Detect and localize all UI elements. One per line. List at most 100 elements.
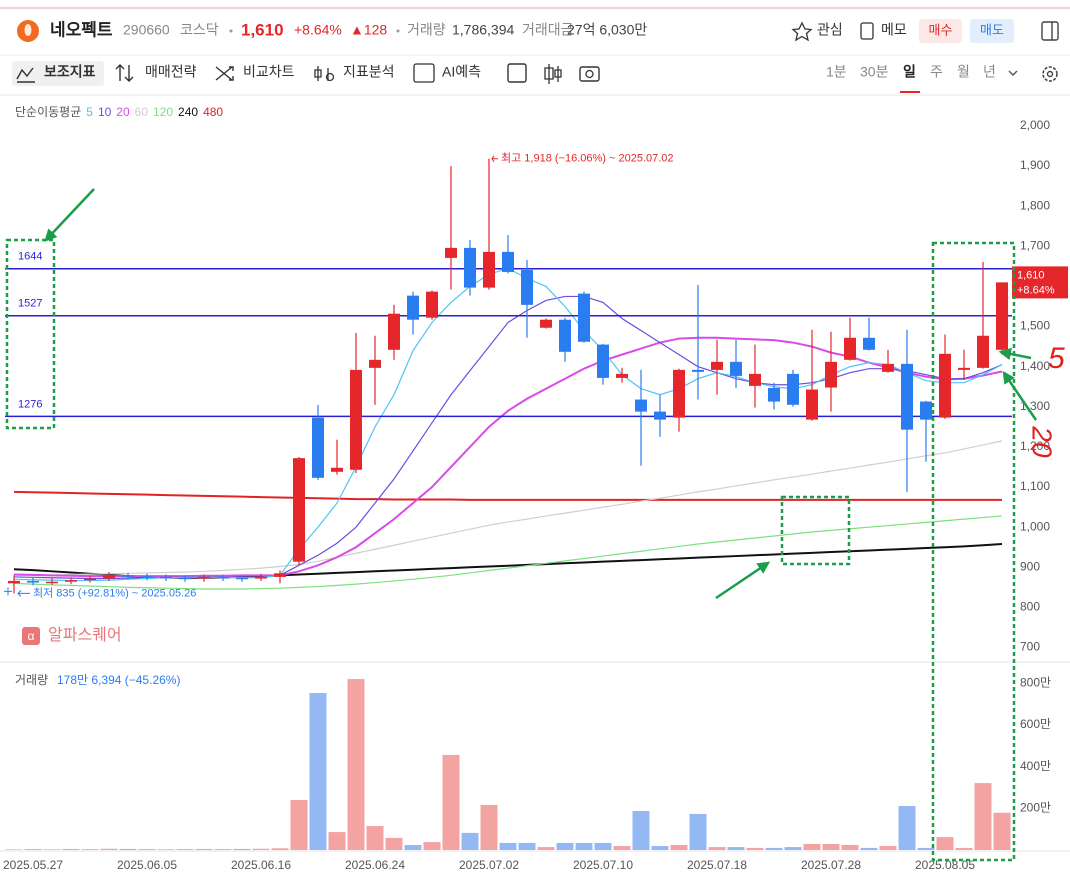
x-tick-label: 2025.06.24	[345, 858, 405, 872]
ma-legend-entry: 20	[116, 105, 130, 119]
candle-body	[559, 319, 571, 352]
volume-bar	[955, 847, 973, 850]
last-price: 1,610	[1017, 269, 1045, 281]
volume-bar	[860, 847, 878, 850]
panel-icon[interactable]	[1041, 21, 1059, 41]
volume-bar	[765, 847, 783, 850]
hand-annotations: 5 20	[5, 188, 1065, 862]
candle-body	[654, 411, 666, 420]
volume-bar	[613, 846, 631, 850]
candle-body	[483, 251, 495, 288]
ma-legend-entry: 60	[135, 105, 149, 119]
y-tick-label: 1,200	[1020, 439, 1050, 453]
moving-average-line	[13, 490, 1002, 501]
volume-bar	[708, 847, 726, 850]
tool-strategy[interactable]: 매매전략	[145, 64, 197, 80]
candle-body	[274, 573, 286, 577]
tool-indicator[interactable]: 보조지표	[44, 64, 96, 80]
moving-average-line	[13, 336, 1003, 578]
volume-legend-label: 거래량	[15, 673, 48, 687]
candle-body	[939, 353, 951, 418]
candle-body	[46, 581, 58, 584]
arrow	[715, 561, 771, 600]
volume-tick-label: 200만	[1020, 800, 1051, 814]
level-label: 1644	[18, 251, 42, 263]
candle-body	[369, 359, 381, 368]
candle-body	[445, 247, 457, 258]
period-30min[interactable]: 30분	[860, 64, 889, 80]
candle-body	[103, 575, 115, 579]
settings-icon[interactable]	[1042, 66, 1058, 82]
period-chevron[interactable]	[1008, 70, 1018, 76]
star-icon[interactable]	[791, 21, 813, 42]
change: ▲128	[350, 22, 387, 38]
volume-bar	[328, 832, 346, 850]
volume-bar	[290, 799, 308, 850]
ai-icon	[413, 63, 435, 83]
tool-compare[interactable]: 비교차트	[243, 64, 295, 80]
volume-bar	[233, 848, 251, 850]
candle-body	[27, 580, 39, 583]
ma-legend-label: 단순이동평균	[15, 105, 81, 119]
candle-body	[901, 363, 913, 430]
dashed-box	[5, 238, 56, 430]
arrow	[1002, 370, 1038, 421]
buy-button[interactable]: 매수	[929, 22, 953, 37]
x-tick-label: 2025.07.02	[459, 858, 519, 872]
volume-bar	[803, 843, 821, 850]
period-month[interactable]: 월	[957, 64, 970, 80]
candle-body	[540, 319, 552, 328]
high-annotation: 최고 1,918 (−16.06%) ~ 2025.07.02	[501, 152, 674, 165]
candle-body	[977, 335, 989, 368]
tool-analysis[interactable]: 지표분석	[343, 64, 395, 80]
volume-bar	[670, 844, 688, 850]
volume-bar	[385, 837, 403, 850]
y-tick-label: 800	[1020, 600, 1040, 614]
memo-button[interactable]: 메모	[881, 22, 907, 38]
volume-bar	[309, 693, 327, 850]
watermark-icon	[22, 627, 40, 645]
candle-body	[597, 344, 609, 378]
volume-bar	[689, 813, 707, 850]
memo-icon[interactable]	[860, 22, 874, 40]
y-tick-label: 1,700	[1020, 238, 1050, 252]
period-day[interactable]: 일	[903, 64, 916, 80]
ma-legend-entry: 120	[153, 105, 173, 119]
candle-body	[996, 282, 1008, 350]
volume-bar	[176, 849, 194, 850]
moving-average-line	[13, 515, 1003, 590]
volume-bar	[347, 679, 365, 850]
volume-bar	[537, 847, 555, 850]
candle-body	[350, 369, 362, 470]
high-marker	[488, 155, 498, 167]
y-tick-label: 1,900	[1020, 158, 1050, 172]
candle-body	[882, 363, 894, 372]
candle-body	[464, 247, 476, 288]
period-1min[interactable]: 1분	[826, 64, 847, 80]
watch-button[interactable]: 관심	[817, 22, 843, 38]
y-tick-label: 1,100	[1020, 479, 1050, 493]
sell-button[interactable]: 매도	[980, 22, 1004, 37]
volume-bar	[5, 849, 23, 850]
candle-body	[65, 580, 77, 582]
candle-body	[255, 576, 267, 579]
volume-bar	[727, 847, 745, 850]
tool-ai[interactable]: AI예측	[442, 64, 481, 80]
buy-button-bg[interactable]	[919, 19, 962, 43]
volume-bar	[100, 848, 118, 850]
indicator-button-bg[interactable]	[12, 61, 104, 86]
volume-bar	[575, 842, 593, 850]
y-tick-label: 2,000	[1020, 118, 1050, 132]
compare-icon	[215, 66, 234, 81]
settings-icon-center	[1046, 70, 1054, 78]
camera-lens	[585, 69, 594, 79]
period-week[interactable]: 주	[930, 64, 943, 80]
sell-button-bg[interactable]	[970, 19, 1014, 43]
candle-body	[293, 458, 305, 562]
draw-box-icon[interactable]	[507, 63, 527, 83]
camera-icon[interactable]	[579, 66, 600, 82]
volume-bar	[974, 783, 992, 850]
period-year[interactable]: 년	[983, 64, 996, 80]
strategy-icon	[115, 64, 134, 82]
candle-icon[interactable]	[544, 64, 562, 84]
